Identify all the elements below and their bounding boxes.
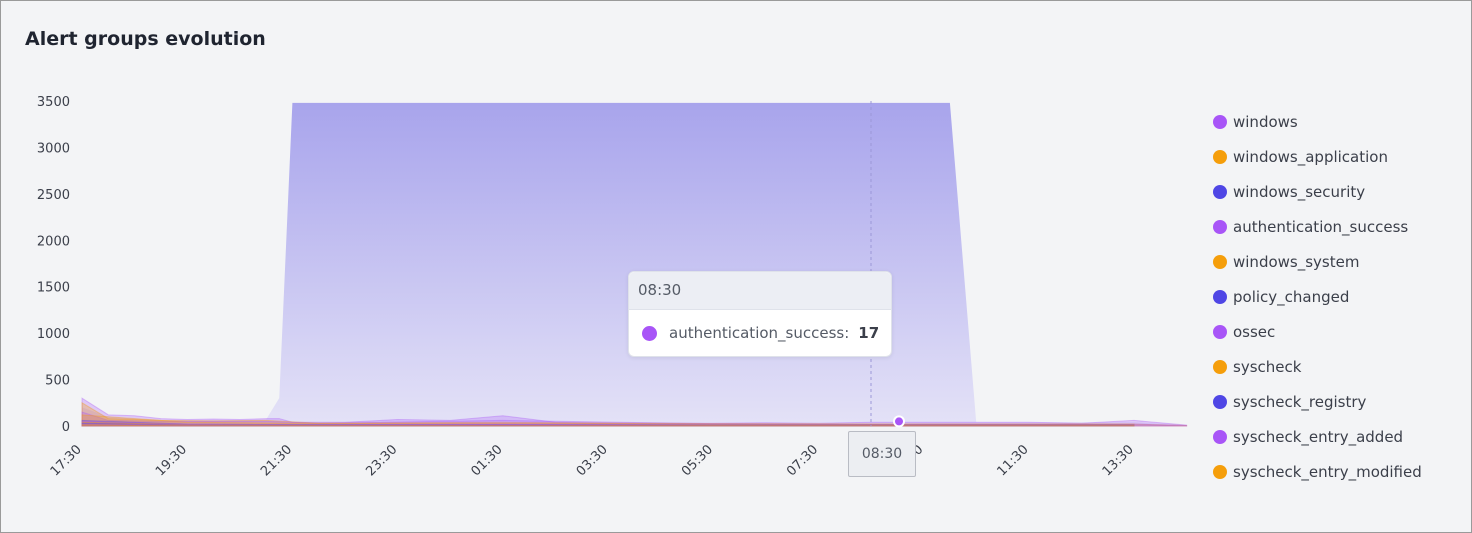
legend-color-dot: [1213, 429, 1227, 444]
series-area-windows_system[interactable]: [81, 414, 1135, 427]
legend-label: policy_changed: [1233, 287, 1350, 306]
tooltip-series-dot: [642, 325, 657, 341]
legend-item-windows_application[interactable]: windows_application: [1213, 139, 1422, 174]
chart-title: Alert groups evolution: [25, 28, 266, 50]
legend-color-dot: [1213, 219, 1227, 234]
series-area-windows[interactable]: [81, 397, 1188, 427]
x-tick-label: 13:30: [1100, 442, 1137, 479]
legend-item-windows_system[interactable]: windows_system: [1213, 244, 1422, 279]
tooltip-value: 17: [858, 324, 880, 342]
y-tick-label: 2500: [37, 188, 70, 203]
legend-label: windows_system: [1233, 252, 1360, 271]
y-tick-label: 1500: [37, 281, 70, 296]
legend-label: ossec: [1233, 322, 1276, 341]
x-tick-label: 11:30: [995, 442, 1032, 479]
legend-label: syscheck_entry_added: [1233, 427, 1404, 446]
legend-color-dot: [1213, 149, 1227, 164]
y-tick-label: 3500: [37, 95, 70, 110]
tooltip-row: authentication_success: 17: [629, 310, 891, 356]
legend-label: authentication_success: [1233, 217, 1409, 236]
x-tick-label: 17:30: [48, 442, 85, 479]
legend-color-dot: [1213, 394, 1227, 409]
legend-color-dot: [1213, 464, 1227, 479]
x-tick-label: 07:30: [784, 442, 821, 479]
legend-color-dot: [1213, 254, 1227, 269]
legend-color-dot: [1213, 359, 1227, 374]
legend-item-syscheck[interactable]: syscheck: [1213, 349, 1422, 384]
chart-legend: windows windows_application windows_securi…: [1213, 104, 1422, 489]
y-tick-label: 2000: [37, 234, 70, 249]
chart-tooltip: 08:30 authentication_success: 17: [628, 271, 892, 357]
series-area-windows_application[interactable]: [81, 401, 1188, 427]
series-area-ossec[interactable]: [81, 420, 1135, 427]
y-tick-label: 1000: [37, 327, 70, 342]
legend-label: syscheck: [1233, 357, 1302, 376]
y-tick-label: 3000: [37, 141, 70, 156]
cursor-time-label: 08:30: [848, 431, 916, 477]
x-tick-label: 05:30: [679, 442, 716, 479]
legend-label: syscheck_entry_modified: [1233, 462, 1422, 481]
legend-item-syscheck_entry_modified[interactable]: syscheck_entry_modified: [1213, 454, 1422, 489]
legend-item-ossec[interactable]: ossec: [1213, 314, 1422, 349]
y-tick-label: 500: [45, 374, 70, 389]
legend-item-syscheck_registry[interactable]: syscheck_registry: [1213, 384, 1422, 419]
legend-color-dot: [1213, 184, 1227, 199]
x-tick-label: 23:30: [363, 442, 400, 479]
x-tick-label: 01:30: [469, 442, 506, 479]
tooltip-series-name: authentication_success:: [669, 324, 850, 342]
legend-label: syscheck_registry: [1233, 392, 1367, 411]
legend-label: windows: [1233, 112, 1298, 131]
y-tick-label: 0: [62, 420, 70, 435]
legend-item-windows_security[interactable]: windows_security: [1213, 174, 1422, 209]
series-area-policy_changed[interactable]: [81, 419, 1135, 427]
legend-item-windows[interactable]: windows: [1213, 104, 1422, 139]
legend-color-dot: [1213, 324, 1227, 339]
x-tick-label: 21:30: [258, 442, 295, 479]
legend-color-dot: [1213, 289, 1227, 304]
legend-label: windows_application: [1233, 147, 1388, 166]
series-area-authentication_success[interactable]: [81, 411, 1188, 427]
legend-label: windows_security: [1233, 182, 1366, 201]
series-area-windows_security[interactable]: [82, 102, 1187, 426]
legend-item-policy_changed[interactable]: policy_changed: [1213, 279, 1422, 314]
x-tick-label: 19:30: [153, 442, 190, 479]
hovered-point[interactable]: [893, 415, 905, 428]
legend-item-syscheck_entry_added[interactable]: syscheck_entry_added: [1213, 419, 1422, 454]
x-tick-label: 03:30: [574, 442, 611, 479]
legend-item-authentication_success[interactable]: authentication_success: [1213, 209, 1422, 244]
legend-color-dot: [1213, 114, 1227, 129]
tooltip-time: 08:30: [629, 272, 891, 310]
